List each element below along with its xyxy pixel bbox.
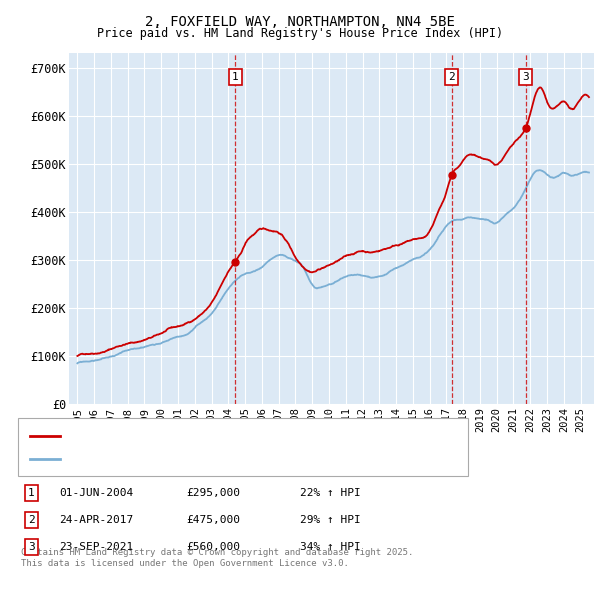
- Text: 29% ↑ HPI: 29% ↑ HPI: [300, 515, 361, 525]
- Text: 1: 1: [232, 72, 239, 82]
- Text: HPI: Average price, detached house, West Northamptonshire: HPI: Average price, detached house, West…: [64, 454, 421, 464]
- Text: 3: 3: [28, 542, 35, 552]
- Text: 1: 1: [28, 488, 35, 498]
- Text: 3: 3: [523, 72, 529, 82]
- Text: 2, FOXFIELD WAY, NORTHAMPTON, NN4 5BE: 2, FOXFIELD WAY, NORTHAMPTON, NN4 5BE: [145, 15, 455, 30]
- Text: 2: 2: [28, 515, 35, 525]
- Text: 2: 2: [448, 72, 455, 82]
- Text: 2, FOXFIELD WAY, NORTHAMPTON, NN4 5BE (detached house): 2, FOXFIELD WAY, NORTHAMPTON, NN4 5BE (d…: [64, 431, 402, 441]
- Text: Contains HM Land Registry data © Crown copyright and database right 2025.
This d: Contains HM Land Registry data © Crown c…: [21, 548, 413, 568]
- Text: £295,000: £295,000: [186, 488, 240, 498]
- Text: 24-APR-2017: 24-APR-2017: [59, 515, 133, 525]
- Text: £560,000: £560,000: [186, 542, 240, 552]
- Text: 34% ↑ HPI: 34% ↑ HPI: [300, 542, 361, 552]
- Text: £475,000: £475,000: [186, 515, 240, 525]
- Text: 22% ↑ HPI: 22% ↑ HPI: [300, 488, 361, 498]
- Text: 01-JUN-2004: 01-JUN-2004: [59, 488, 133, 498]
- Text: 23-SEP-2021: 23-SEP-2021: [59, 542, 133, 552]
- Text: Price paid vs. HM Land Registry's House Price Index (HPI): Price paid vs. HM Land Registry's House …: [97, 27, 503, 40]
